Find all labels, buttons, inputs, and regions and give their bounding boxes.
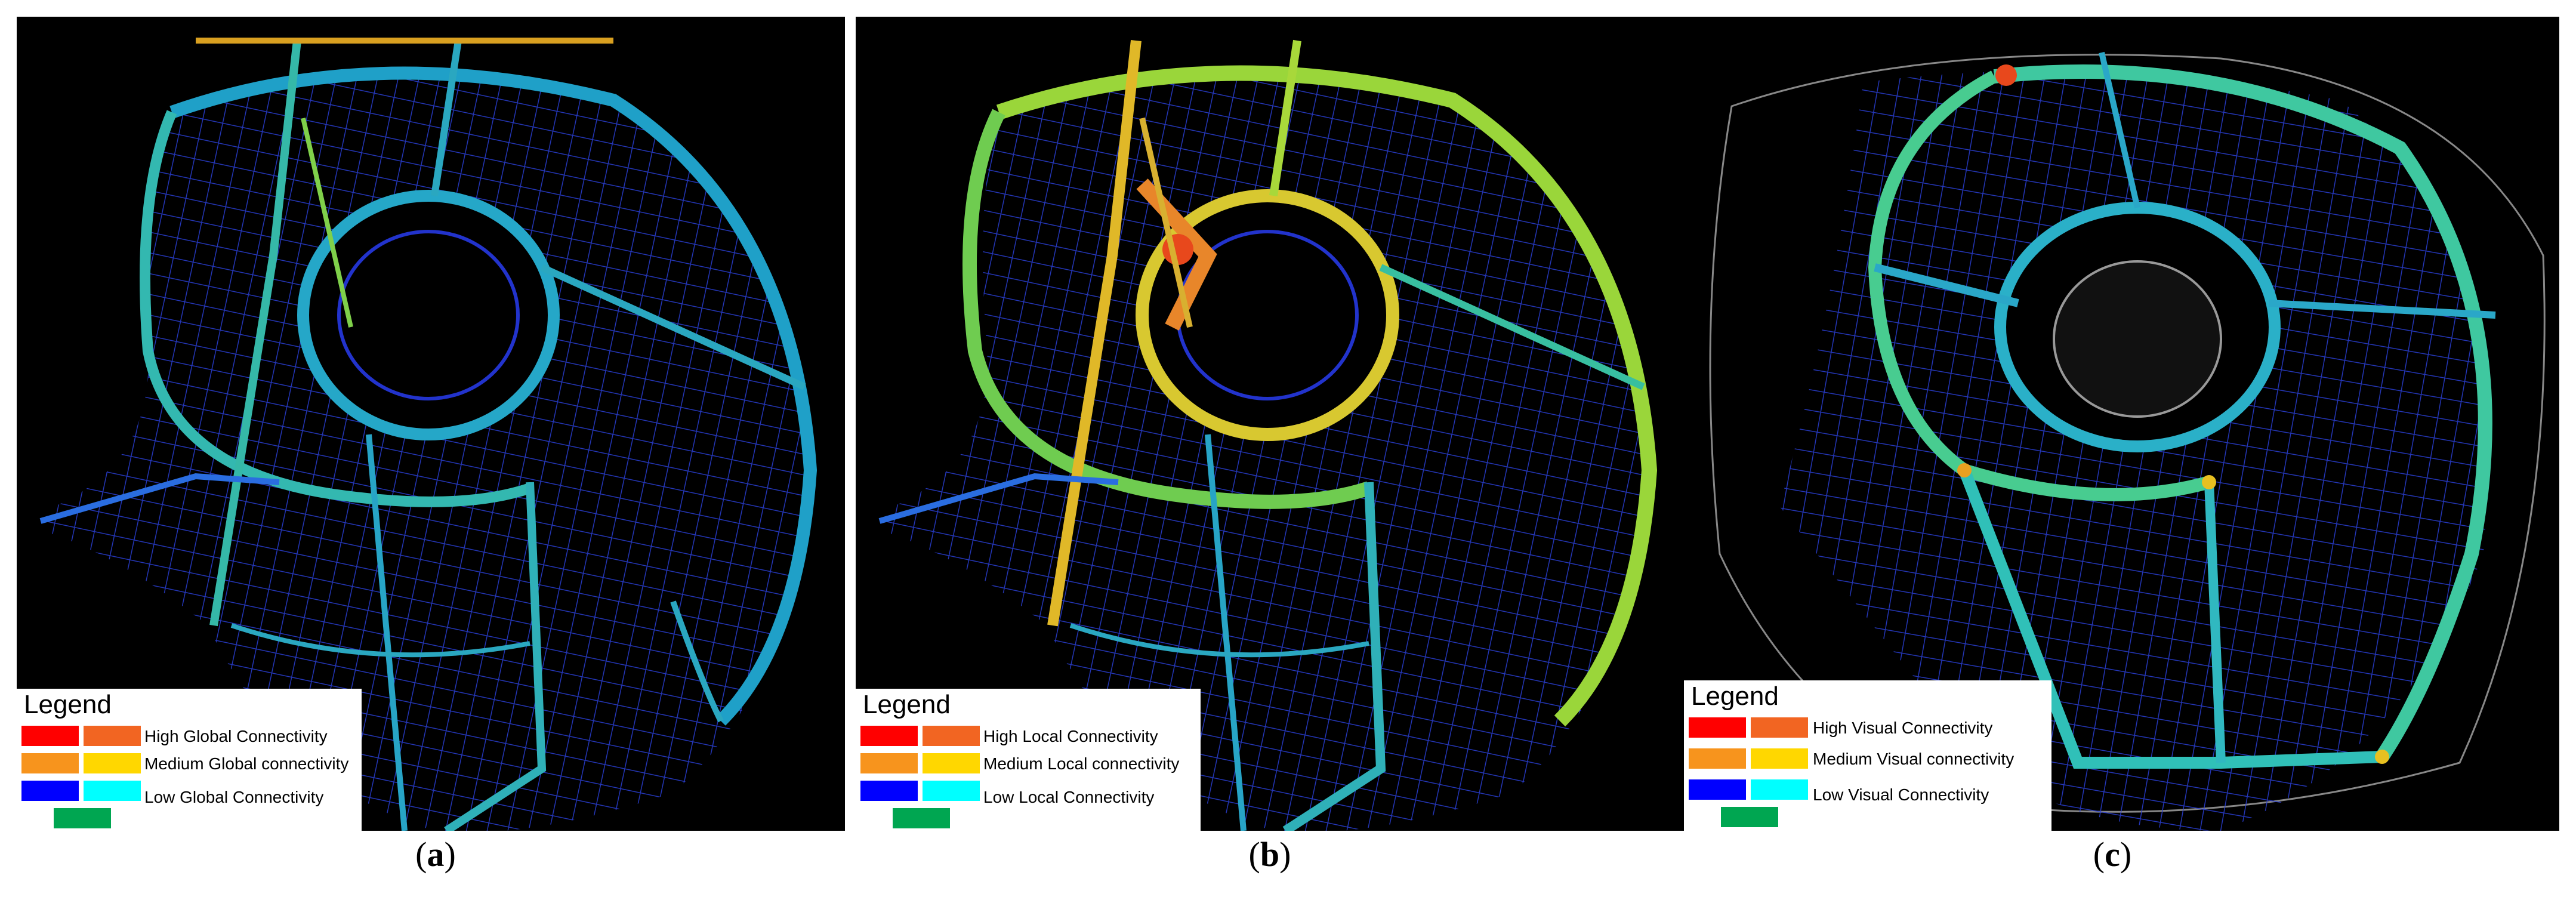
legend-high-label: High Visual Connectivity — [1813, 719, 1993, 737]
legend-swatch-green — [1721, 807, 1778, 827]
legend-low-label: Low Global Connectivity — [144, 788, 324, 806]
legend-high-label: High Global Connectivity — [144, 727, 328, 745]
legend-title: Legend — [24, 690, 112, 719]
map-panel-b: Legend High Local Connectivity Medium Lo… — [856, 17, 1684, 831]
street-network-map-a — [39, 38, 817, 831]
legend-medium-label: Medium Global connectivity — [144, 754, 349, 773]
legend-b: Legend High Local Connectivity Medium Lo… — [856, 689, 1201, 831]
legend-medium-label: Medium Local connectivity — [983, 754, 1180, 773]
legend-low-label: Low Local Connectivity — [983, 788, 1155, 806]
caption-a: (a) — [415, 835, 456, 874]
legend-swatch-cyan — [1751, 779, 1808, 800]
legend-swatch-cyan — [923, 781, 980, 801]
legend-swatch-red — [1689, 717, 1746, 738]
legend-swatch-orange — [21, 753, 79, 773]
street-network-map-c — [1709, 51, 2546, 831]
legend-medium-label: Medium Visual connectivity — [1813, 750, 2014, 768]
legend-swatch-yellow — [84, 753, 141, 773]
legend-title: Legend — [1691, 682, 1779, 711]
legend-swatch-orange — [1689, 748, 1746, 769]
caption-b: (b) — [1248, 835, 1291, 874]
legend-swatch-orange-red — [1751, 717, 1808, 738]
legend-swatch-red — [21, 726, 79, 746]
legend-swatch-red — [860, 726, 918, 746]
legend-low-label: Low Visual Connectivity — [1813, 785, 1989, 804]
legend-swatch-green — [54, 808, 111, 828]
legend-swatch-orange-red — [923, 726, 980, 746]
legend-a: Legend High Global Connectivity Medium G… — [17, 689, 362, 831]
legend-swatch-blue — [860, 781, 918, 801]
legend-high-label: High Local Connectivity — [983, 727, 1158, 745]
legend-swatch-orange-red — [84, 726, 141, 746]
legend-swatch-yellow — [1751, 748, 1808, 769]
legend-title: Legend — [863, 690, 951, 719]
legend-swatch-yellow — [923, 753, 980, 773]
street-network-map-b — [878, 39, 1658, 831]
legend-swatch-orange — [860, 753, 918, 773]
legend-swatch-blue — [1689, 779, 1746, 800]
legend-swatch-blue — [21, 781, 79, 801]
legend-swatch-green — [893, 808, 950, 828]
map-panel-a: Legend High Global Connectivity Medium G… — [17, 17, 845, 831]
legend-swatch-cyan — [84, 781, 141, 801]
map-panel-c: Legend High Visual Connectivity Medium V… — [1684, 17, 2559, 831]
caption-c: (c) — [2093, 835, 2132, 874]
legend-c: Legend High Visual Connectivity Medium V… — [1684, 680, 2051, 831]
